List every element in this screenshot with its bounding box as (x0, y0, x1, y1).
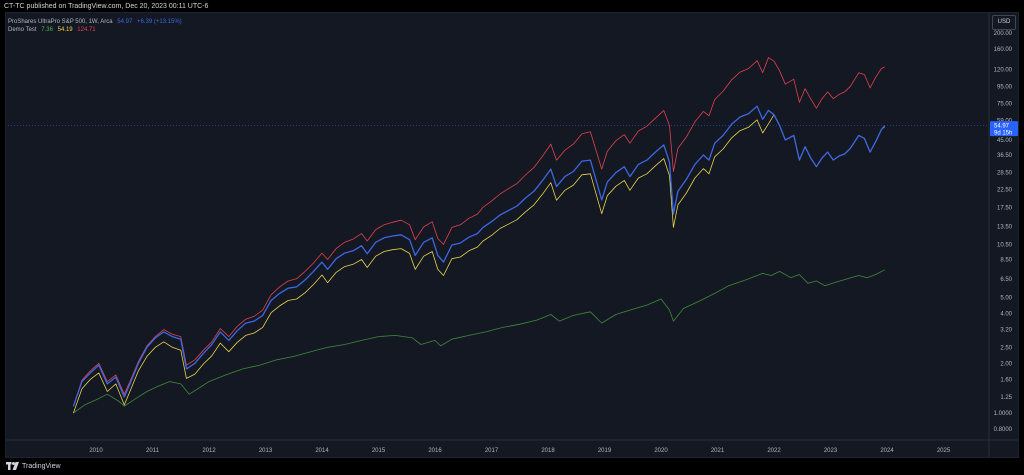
legend-main-change: +6.39 (+13.15%) (136, 19, 182, 25)
x-tick-label: 2015 (372, 448, 386, 454)
y-tick-label: 6.50 (1000, 277, 1012, 283)
x-tick-label: 2021 (711, 448, 725, 454)
y-tick-label: 3.20 (1000, 328, 1012, 334)
series-line-0 (72, 105, 886, 407)
x-tick-label: 2012 (202, 448, 216, 454)
y-tick-label: 2.00 (1000, 361, 1012, 367)
x-tick-label: 2025 (937, 448, 951, 454)
y-tick-label: 200.00 (994, 31, 1013, 37)
y-tick-label: 28.50 (997, 171, 1013, 177)
y-tick-label: 95.00 (997, 84, 1013, 90)
x-tick-label: 2011 (146, 448, 160, 454)
series-line-3 (73, 269, 885, 414)
y-tick-label: 160.00 (994, 47, 1013, 53)
legend-symbol-name: ProShares UltraPro S&P 500, 1W, Arca (8, 19, 113, 25)
x-tick-label: 2019 (598, 448, 612, 454)
legend-indicator-value-green: 7.36 (41, 27, 53, 33)
y-tick-label: 13.50 (997, 224, 1013, 230)
x-tick-label: 2018 (541, 448, 555, 454)
y-tick-label: 120.00 (994, 68, 1013, 74)
chart-legend: ProShares UltraPro S&P 500, 1W, Arca 54.… (8, 18, 185, 34)
y-tick-label: 75.00 (997, 101, 1013, 107)
footer: TradingView (6, 462, 61, 470)
price-badge-countdown: 9d 15h (994, 131, 1012, 137)
y-tick-label: 2.50 (1000, 345, 1012, 351)
y-tick-label: 36.50 (997, 153, 1013, 159)
series-line-1 (73, 57, 885, 407)
x-tick-label: 2024 (880, 448, 894, 454)
series-line-2 (73, 114, 885, 414)
y-tick-label: 22.50 (997, 188, 1013, 194)
y-tick-label: 5.00 (1000, 296, 1012, 302)
x-tick-label: 2017 (485, 448, 499, 454)
price-badge-bg (990, 121, 1018, 137)
y-tick-label: 10.50 (997, 242, 1013, 248)
y-tick-label: 0.8000 (994, 427, 1013, 433)
x-tick-label: 2010 (89, 448, 103, 454)
x-tick-label: 2020 (654, 448, 668, 454)
y-tick-label: 1.0000 (994, 411, 1013, 417)
y-tick-label: 8.50 (1000, 258, 1012, 264)
legend-indicator-value-yellow: 54.19 (57, 27, 73, 33)
legend-main-price: 54.97 (117, 19, 133, 25)
x-tick-label: 2013 (259, 448, 273, 454)
x-tick-label: 2023 (824, 448, 838, 454)
x-tick-label: 2022 (767, 448, 781, 454)
tradingview-logo-icon (6, 462, 19, 470)
price-badge-value: 54.97 (994, 124, 1010, 130)
legend-indicator-value-red: 124.71 (77, 27, 96, 33)
y-tick-label: 45.00 (997, 138, 1013, 144)
x-tick-label: 2014 (315, 448, 329, 454)
legend-indicator-name: Demo Test (8, 27, 37, 33)
y-tick-label: 17.50 (997, 206, 1013, 212)
y-tick-label: 1.25 (1000, 395, 1012, 401)
y-tick-label: 4.00 (1000, 312, 1012, 318)
x-tick-label: 2016 (428, 448, 442, 454)
legend-indicator-row[interactable]: Demo Test 7.36 54.19 124.71 (8, 26, 185, 34)
y-tick-label: 1.60 (1000, 377, 1012, 383)
legend-main-row[interactable]: ProShares UltraPro S&P 500, 1W, Arca 54.… (8, 18, 185, 26)
currency-button[interactable]: USD (992, 15, 1016, 30)
published-header: CT-TC published on TradingView.com, Dec … (4, 3, 209, 10)
footer-brand: TradingView (22, 462, 61, 470)
